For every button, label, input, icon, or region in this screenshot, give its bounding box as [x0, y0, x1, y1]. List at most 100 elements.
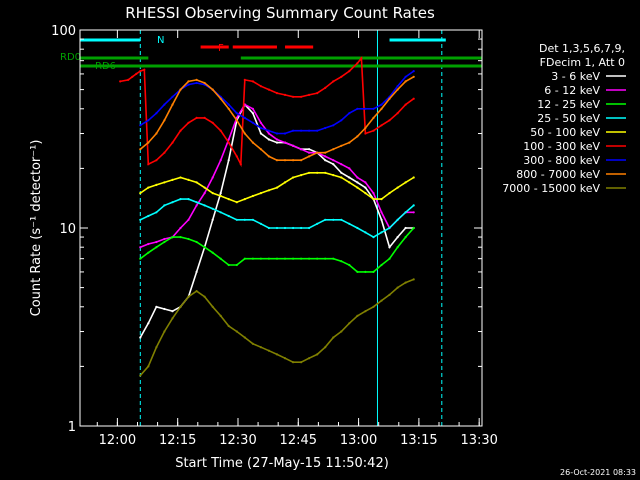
data-point	[211, 251, 214, 254]
data-point	[380, 198, 383, 201]
data-point	[235, 201, 238, 204]
data-point	[292, 257, 295, 260]
data-point	[155, 112, 158, 115]
data-point	[308, 129, 311, 132]
axes: 12:00 12:15 12:30 12:45 13:00 13:15 13:30 1 10 10…	[51, 24, 498, 448]
data-point	[275, 186, 279, 189]
data-point	[292, 176, 295, 179]
data-point	[275, 257, 279, 260]
data-point	[324, 218, 327, 221]
data-point	[396, 112, 399, 115]
data-point	[300, 95, 303, 98]
data-point	[251, 107, 254, 110]
data-point	[332, 336, 335, 339]
data-point	[283, 257, 287, 260]
data-point	[283, 132, 287, 135]
data-point	[171, 310, 174, 313]
data-point	[171, 317, 174, 320]
data-point	[227, 263, 230, 267]
legend-label: 6 - 12 keV	[544, 84, 600, 97]
data-point	[163, 119, 166, 122]
data-point	[259, 346, 262, 349]
data-point	[235, 112, 238, 115]
annotation-label: F	[218, 43, 224, 54]
data-point	[356, 186, 359, 189]
data-point	[155, 183, 158, 186]
data-point	[356, 181, 359, 184]
data-point	[412, 278, 415, 281]
data-point	[332, 174, 335, 177]
legend-label: 100 - 300 keV	[523, 140, 600, 153]
data-point	[380, 299, 383, 302]
data-point	[139, 336, 142, 339]
data-point	[243, 132, 246, 135]
data-point	[364, 132, 367, 135]
data-point	[163, 240, 166, 244]
data-point	[332, 148, 335, 151]
data-point	[195, 290, 198, 293]
data-point	[179, 198, 182, 201]
data-point	[235, 218, 238, 221]
data-point	[267, 349, 270, 352]
data-point	[259, 121, 262, 124]
data-point	[308, 151, 311, 154]
data-point	[259, 132, 262, 135]
data-point	[372, 236, 375, 239]
data-point	[292, 361, 295, 364]
data-point	[308, 155, 311, 158]
data-point	[348, 222, 351, 225]
data-point	[404, 75, 407, 78]
data-point	[292, 95, 295, 98]
data-point	[147, 322, 150, 325]
data-point	[147, 251, 150, 254]
data-point	[211, 305, 214, 308]
data-point	[308, 226, 311, 230]
data-point	[300, 148, 303, 151]
data-point	[396, 286, 399, 289]
data-point	[404, 103, 407, 106]
data-point	[396, 246, 399, 249]
data-point	[155, 305, 158, 308]
data-point	[163, 237, 166, 241]
data-point	[412, 176, 415, 179]
data-point	[267, 257, 270, 260]
data-point	[227, 214, 230, 218]
plot-area: N F RD0 RD6	[60, 30, 482, 426]
annotation-label: RD6	[95, 61, 116, 72]
data-point	[348, 263, 351, 267]
data-point	[388, 246, 391, 249]
data-point	[396, 218, 399, 221]
data-point	[316, 129, 319, 132]
data-point	[195, 81, 198, 85]
data-point	[275, 226, 279, 230]
data-point	[396, 236, 399, 239]
data-point	[332, 159, 335, 162]
data-point	[340, 119, 343, 122]
data-point	[324, 86, 327, 89]
data-point	[364, 231, 367, 234]
data-point	[380, 231, 383, 234]
data-point	[356, 62, 359, 65]
data-point	[163, 103, 166, 106]
data-point	[155, 132, 158, 135]
data-point	[139, 124, 142, 127]
data-point	[155, 240, 158, 244]
data-point	[227, 103, 230, 106]
data-point	[372, 116, 375, 119]
legend-label: 7000 - 15000 keV	[502, 182, 600, 195]
data-point	[135, 72, 138, 75]
data-point	[316, 92, 319, 95]
data-point	[283, 357, 287, 360]
data-point	[380, 103, 383, 106]
data-point	[211, 176, 214, 179]
data-point	[179, 88, 182, 91]
data-point	[396, 85, 399, 88]
data-point	[251, 194, 254, 198]
timestamp: 26-Oct-2021 08:33	[560, 468, 636, 477]
data-point	[171, 103, 174, 106]
data-point	[340, 163, 343, 166]
data-point	[412, 204, 415, 207]
data-point	[300, 159, 303, 162]
data-point	[348, 322, 351, 325]
data-point	[283, 226, 287, 230]
